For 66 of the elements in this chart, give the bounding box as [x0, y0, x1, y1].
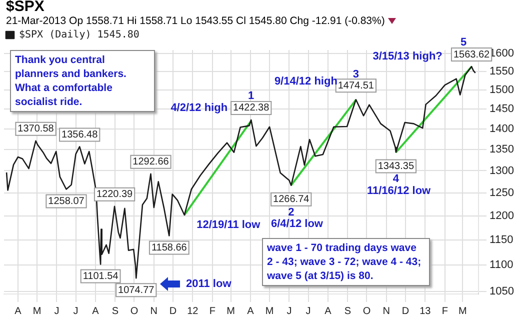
- x-tick-label: 13: [420, 306, 432, 317]
- annotation: 3/15/13 high?: [372, 50, 443, 63]
- y-tick-label: 1250: [490, 186, 514, 199]
- annotation: 1258.07: [48, 196, 85, 207]
- x-tick-label: S: [112, 306, 119, 317]
- y-tick-label: 1100: [490, 259, 514, 272]
- x-tick-label: D: [402, 306, 410, 317]
- chart-title: $SPX: [6, 0, 46, 15]
- x-tick-label: J: [306, 306, 311, 317]
- annotation: 1220.39: [96, 189, 134, 200]
- x-tick-label: D: [169, 306, 177, 317]
- y-tick-label: 1450: [490, 103, 514, 116]
- annotation: 1074.77: [118, 284, 155, 296]
- annotation: 3: [352, 68, 359, 81]
- annotation: 4/2/12 high: [170, 102, 228, 114]
- y-tick-label: 1050: [490, 285, 514, 298]
- y-tick-label: 1350: [490, 143, 514, 156]
- annotation: 11/16/12 low: [367, 185, 431, 198]
- x-tick-label: J: [73, 306, 78, 317]
- x-tick-label: A: [14, 306, 22, 317]
- annotation: 1356.48: [62, 129, 98, 140]
- annotation: 1343.35: [378, 160, 414, 172]
- x-tick-label: N: [382, 306, 390, 317]
- x-tick-label: M: [32, 306, 42, 317]
- annotation: 2011 low: [186, 278, 232, 291]
- x-tick-label: A: [324, 306, 332, 317]
- annotation: 1266.74: [273, 194, 310, 206]
- y-tick-label: 1300: [490, 164, 514, 177]
- x-tick-label: A: [247, 306, 254, 317]
- annotation: 1370.58: [18, 124, 54, 135]
- x-tick-label: O: [130, 306, 138, 317]
- x-tick-label: F: [442, 306, 448, 317]
- annotation: 2: [288, 206, 294, 218]
- annotation: 1: [248, 90, 254, 102]
- x-tick-label: M: [458, 306, 467, 317]
- y-tick-label: 1550: [490, 65, 514, 78]
- x-tick-label: S: [344, 306, 352, 317]
- x-tick-label: N: [150, 306, 158, 317]
- y-tick-label: 1600: [490, 48, 514, 60]
- annotation: 4: [392, 173, 400, 186]
- annotation: 6/4/12 low: [271, 218, 323, 231]
- annotation: 1563.62: [453, 49, 490, 60]
- x-tick-label: M: [226, 306, 235, 317]
- annotation: 1474.51: [338, 80, 374, 92]
- x-tick-label: M: [265, 306, 274, 317]
- y-tick-label: 1500: [490, 84, 514, 96]
- y-tick-label: 1200: [490, 210, 514, 222]
- x-tick-label: 12: [187, 306, 199, 317]
- x-tick-label: A: [92, 306, 100, 317]
- annotation: 9/14/12 high: [274, 76, 338, 88]
- annotation: 1422.38: [233, 102, 270, 114]
- annotation: Thank you central planners and bankers. What a comfortable socialist ride.: [10, 50, 155, 112]
- x-tick-label: F: [209, 306, 216, 317]
- x-tick-label: J: [286, 306, 292, 317]
- chart-subtitle: 21-Mar-2013 Op 1558.71 Hi 1558.71 Lo 1543.55 Cl 1545.80 Chg -12.91 (-0.83%): [6, 14, 385, 28]
- x-tick-label: J: [54, 306, 60, 317]
- annotation: wave 1 - 70 trading days wave 2 - 43; wave 3 - 72; wave 4 - 43; wave 5 (at 3/15) is 80.: [262, 238, 430, 286]
- annotation: 12/19/11 low: [196, 219, 261, 232]
- annotation: 1158.66: [151, 242, 188, 254]
- annotation: 1101.54: [82, 271, 119, 282]
- annotation: 5: [460, 36, 467, 49]
- x-tick-label: O: [362, 306, 371, 317]
- annotation: 1292.66: [132, 156, 170, 168]
- y-tick-label: 1400: [490, 122, 514, 135]
- legend-label: $SPX (Daily) 1545.80: [19, 30, 140, 41]
- y-tick-label: 1150: [490, 234, 514, 246]
